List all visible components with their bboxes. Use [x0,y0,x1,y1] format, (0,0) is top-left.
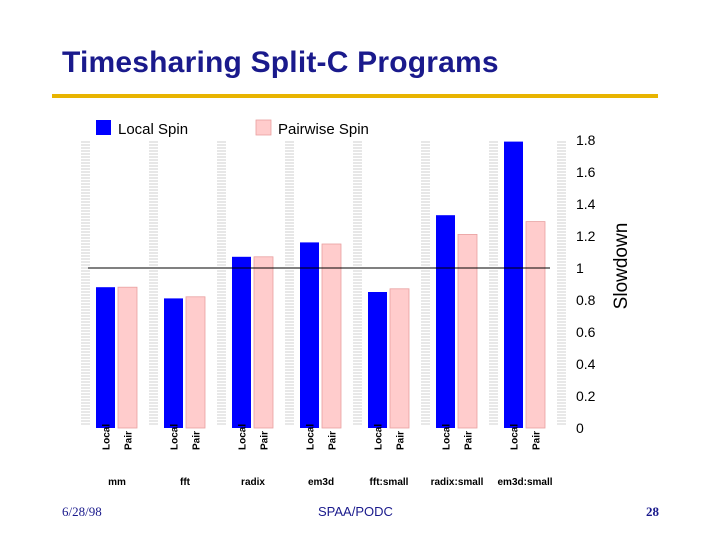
y-tick-label: 0.6 [576,324,596,340]
bar-pair-radix [253,256,274,429]
bar-local-em3d:small [504,141,523,428]
y-axis-label: Slowdown [611,223,632,310]
category-label-fft: fft [180,477,191,488]
bar-label-pair: Pair [328,431,339,450]
bar-local-fft [164,298,183,428]
title-rule [52,94,658,98]
category-label-em3d: em3d [308,477,334,488]
bar-label-pair: Pair [260,431,271,450]
bar-label-local: Local [238,424,249,450]
legend: Local Spin Pairwise Spin [96,119,369,138]
category-label-mm: mm [108,477,126,488]
bar-label-local: Local [102,424,113,450]
category-label-radix: radix [241,477,265,488]
bar-label-local: Local [374,424,385,450]
y-tick-label: 0 [576,420,584,436]
bar-pair-mm [117,286,138,429]
legend-label-pair: Pairwise Spin [278,121,369,138]
bar-local-radix:small [436,215,455,428]
bar-label-pair: Pair [124,431,135,450]
y-tick-label: 1 [576,260,584,276]
bar-local-fft:small [368,292,387,428]
page-number: 28 [646,504,659,519]
footer-venue: SPAA/PODC [318,504,393,519]
bar-label-local: Local [510,424,521,450]
bar-label-local: Local [170,424,181,450]
y-tick-label: 0.4 [576,356,596,372]
legend-swatch-pair [255,119,272,136]
slide-title: Timesharing Split-C Programs [62,46,499,79]
y-tick-label: 0.8 [576,292,596,308]
legend-label-local: Local Spin [118,121,188,138]
y-tick-label: 0.2 [576,388,596,404]
bar-pair-em3d:small [525,221,546,429]
y-tick-label: 1.4 [576,196,596,212]
bar-pair-radix:small [457,233,478,429]
bar-local-mm [96,287,115,428]
bar-pair-fft [185,296,206,429]
bar-label-pair: Pair [396,431,407,450]
bars-layer [88,141,550,429]
bar-pair-em3d [321,243,342,429]
bar-local-radix [232,256,251,428]
labels-layer: Local Pair mm Local Pair fft Local Pair radix Loc… [102,424,553,488]
bar-label-pair: Pair [464,431,475,450]
category-label-em3d:small: em3d:small [497,477,552,488]
bar-label-local: Local [306,424,317,450]
bar-pair-fft:small [389,288,410,429]
legend-swatch-local [96,120,111,135]
y-tick-label: 1.6 [576,164,596,180]
bar-local-em3d [300,242,319,428]
bar-label-pair: Pair [192,431,203,450]
hatch-layer [81,141,566,425]
footer-date: 6/28/98 [62,504,102,519]
category-label-radix:small: radix:small [431,477,484,488]
bar-label-local: Local [442,424,453,450]
y-axis: 0 0.2 0.4 0.6 0.8 1 1.2 1.4 1.6 1.8 Slowdown [576,132,632,436]
bar-label-pair: Pair [532,431,543,450]
y-tick-label: 1.2 [576,228,596,244]
y-tick-label: 1.8 [576,132,596,148]
category-label-fft:small: fft:small [370,477,409,488]
